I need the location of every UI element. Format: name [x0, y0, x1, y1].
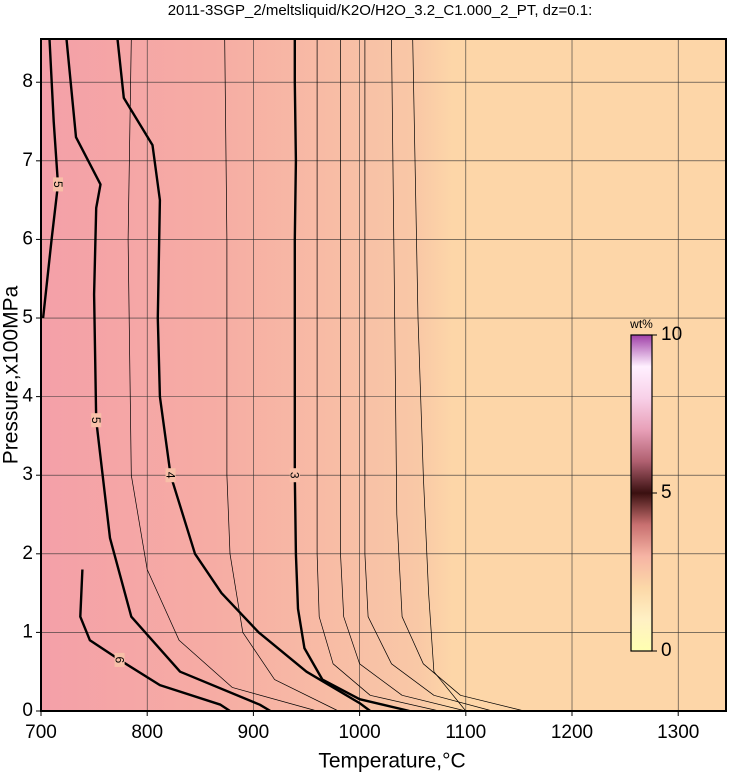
contour-line-minor	[391, 38, 525, 712]
y-tick-label: 0	[22, 700, 33, 721]
contour-line-minor	[364, 39, 493, 712]
x-axis-label: Temperature,°C	[318, 750, 465, 773]
colorbar-tick-label: 5	[661, 482, 672, 503]
contour-line-minor	[127, 38, 318, 712]
y-tick-label: 2	[22, 543, 33, 564]
x-tick-label: 1100	[445, 722, 486, 743]
contour-line-minor	[316, 39, 440, 712]
contour-label: 3	[288, 472, 302, 479]
contour-label-bg	[91, 413, 102, 428]
y-tick-label: 5	[22, 307, 33, 328]
y-tick-label: 6	[22, 228, 33, 249]
contour-label: 5	[51, 181, 65, 188]
plot-area	[41, 39, 726, 711]
y-tick-label: 7	[22, 150, 33, 171]
x-tick-label: 1000	[338, 722, 380, 743]
contour-label: 4	[163, 472, 177, 479]
y-tick-label: 1	[22, 621, 33, 642]
colorbar-label: wt%	[629, 317, 653, 331]
plot-frame	[40, 38, 727, 712]
x-tick-label: 700	[25, 722, 57, 743]
chart-title: 2011-3SGP_2/meltsliquid/K2O/H2O_3.2_C1.0…	[168, 2, 593, 19]
contour-line-minor	[224, 38, 339, 712]
x-tick-label: 800	[131, 722, 163, 743]
y-tick-label: 3	[22, 464, 33, 485]
y-tick-label: 8	[22, 71, 33, 92]
x-tick-label: 1300	[657, 722, 699, 743]
contour-label-bg	[165, 468, 176, 483]
x-tick-label: 1200	[551, 722, 593, 743]
contour-label-bg	[289, 468, 300, 483]
colorbar-tick-label: 0	[661, 640, 672, 661]
contour-label: 6	[112, 657, 126, 664]
colorbar-tick-label: 10	[661, 324, 682, 345]
y-axis-label: Pressure,x100MPa	[0, 285, 23, 464]
contour-label-bg	[114, 652, 125, 667]
contour-label: 5	[89, 417, 103, 424]
x-tick-label: 900	[238, 722, 270, 743]
contour-line-minor	[340, 39, 466, 712]
y-tick-label: 4	[22, 386, 33, 407]
contour-label-bg	[52, 177, 63, 192]
contour-line-minor	[412, 38, 467, 712]
colorbar	[630, 334, 653, 652]
